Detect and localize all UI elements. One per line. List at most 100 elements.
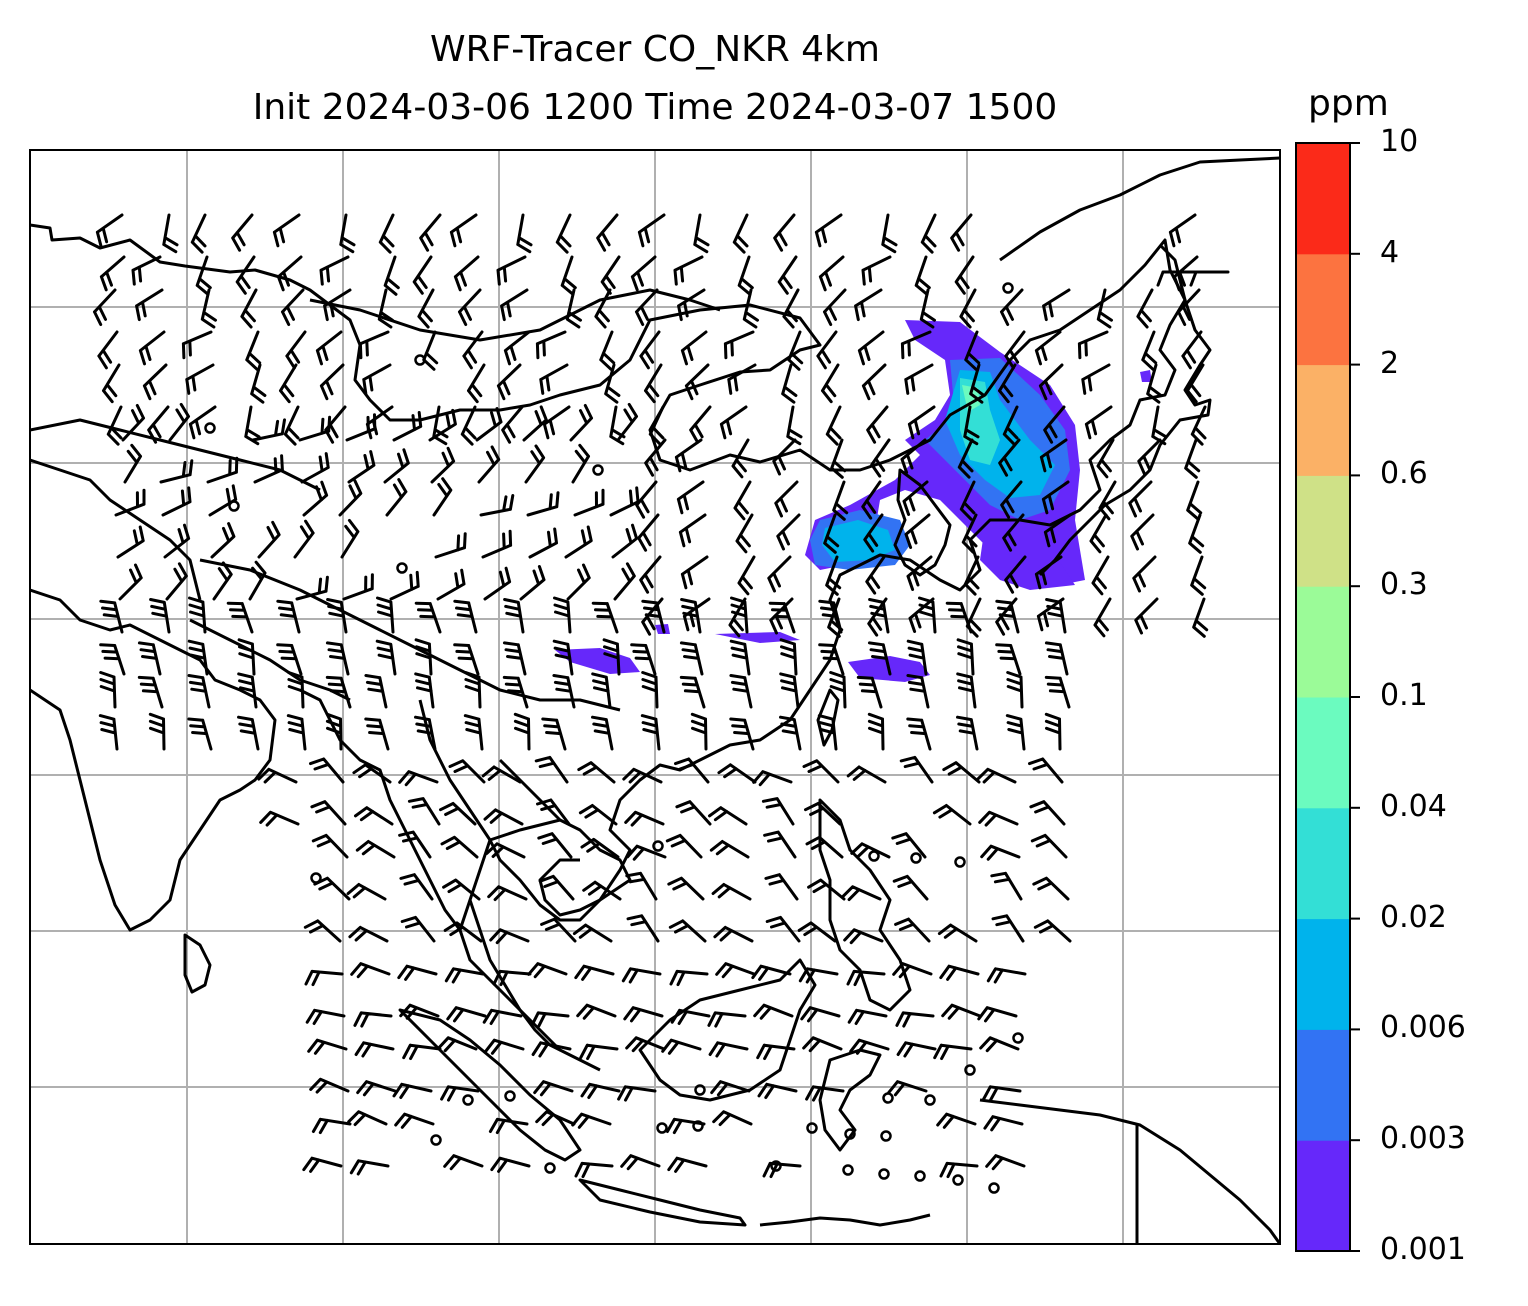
wind-barb — [137, 675, 164, 709]
coastline-java — [578, 1178, 747, 1227]
wind-barb — [123, 443, 142, 484]
wind-barb — [715, 962, 756, 979]
wind-barb — [414, 638, 433, 676]
wind-barb — [757, 1082, 798, 1099]
wind-barb — [768, 601, 796, 634]
wind-barb — [293, 519, 315, 559]
wind-barb — [185, 363, 215, 395]
wind-barb — [1034, 555, 1063, 590]
wind-barb — [272, 213, 301, 248]
wind-barb — [443, 1154, 484, 1171]
wind-barb — [540, 917, 577, 943]
calm-wind-circle — [310, 872, 322, 884]
colorbar-segment — [1296, 364, 1350, 476]
wind-barb — [829, 671, 847, 709]
wind-barb — [690, 712, 708, 751]
wind-barb — [323, 288, 352, 322]
wind-barb — [188, 405, 217, 440]
wind-barb — [777, 255, 798, 295]
wind-barb — [626, 844, 667, 861]
wind-barb — [665, 1117, 706, 1135]
wind-barb — [578, 804, 618, 826]
coastline-india — [30, 588, 277, 932]
wind-barb — [237, 672, 258, 709]
wind-barb — [1096, 438, 1115, 479]
wind-barb — [625, 1036, 666, 1053]
wind-barb — [978, 810, 1019, 827]
wind-barb — [1098, 480, 1117, 521]
wind-barb — [761, 797, 795, 826]
wind-barb — [541, 717, 567, 751]
wind-barb — [439, 802, 477, 826]
wind-barb — [939, 964, 980, 981]
wind-barb — [346, 883, 387, 901]
wind-barb — [667, 876, 705, 901]
wind-barb — [444, 967, 485, 984]
wind-barb — [531, 1041, 572, 1058]
wind-barb — [1184, 438, 1201, 479]
wind-barb — [428, 408, 457, 442]
wind-barb — [311, 1117, 352, 1135]
wind-barb — [995, 597, 1018, 636]
wind-barb — [340, 518, 360, 559]
wind-barb — [1134, 597, 1159, 635]
wind-barb — [576, 1003, 617, 1020]
wind-barb — [937, 923, 978, 943]
wind-barb — [276, 599, 301, 634]
wind-barb — [854, 288, 883, 322]
wind-barb — [670, 1008, 711, 1025]
wind-barb — [802, 1036, 843, 1053]
wind-barb — [355, 840, 396, 859]
wind-barb — [825, 405, 842, 446]
wind-barb — [729, 674, 753, 709]
wind-barb — [737, 555, 756, 596]
wind-barb — [983, 1115, 1024, 1132]
wind-barb — [961, 513, 978, 554]
wind-barb — [976, 767, 1017, 784]
calm-wind-circle — [964, 1064, 976, 1076]
coastline-malay-peninsula — [468, 899, 561, 1052]
wind-barb — [1189, 270, 1230, 287]
wind-barb — [639, 330, 661, 370]
wind-barb — [188, 596, 207, 634]
wind-barb — [956, 715, 979, 751]
calm-wind-circle — [844, 1128, 856, 1140]
wind-barb — [861, 363, 887, 401]
wind-barb — [162, 213, 179, 254]
coastline-korea — [893, 468, 952, 577]
wind-barb — [522, 405, 548, 442]
wind-barb — [959, 480, 976, 521]
wind-barb — [667, 1156, 708, 1173]
wind-barb — [460, 405, 477, 446]
wind-barb — [248, 560, 267, 601]
wind-barb — [756, 1043, 796, 1061]
calm-wind-circle — [882, 1092, 894, 1104]
wind-barb — [538, 874, 575, 901]
wind-barb — [560, 255, 577, 296]
wind-barb — [936, 1112, 977, 1129]
coastline-indochina — [489, 818, 632, 917]
coastline-philippines — [818, 798, 912, 1012]
plume-japan-speck — [1140, 370, 1152, 382]
wind-barb — [763, 830, 797, 859]
colorbar-segment — [1296, 586, 1350, 698]
wind-barb — [564, 525, 593, 559]
wind-barb — [210, 522, 236, 559]
wind-barb — [281, 288, 305, 326]
calm-wind-circle — [592, 464, 604, 476]
wind-barb — [142, 363, 168, 401]
wind-barb — [400, 915, 436, 943]
wind-barb — [434, 532, 467, 559]
wind-barb — [99, 643, 126, 676]
calm-wind-circle — [544, 1162, 556, 1174]
wind-barb — [326, 598, 348, 634]
wind-barb — [641, 671, 659, 709]
wind-barb — [121, 404, 145, 442]
calm-wind-circle — [652, 840, 664, 852]
wind-barb — [467, 363, 486, 404]
wind-barb — [345, 413, 377, 442]
wind-barb — [245, 330, 262, 371]
wind-barb — [577, 761, 616, 784]
wind-barb — [821, 363, 840, 404]
map-title-line1: WRF-Tracer CO_NKR 4km — [429, 29, 881, 70]
